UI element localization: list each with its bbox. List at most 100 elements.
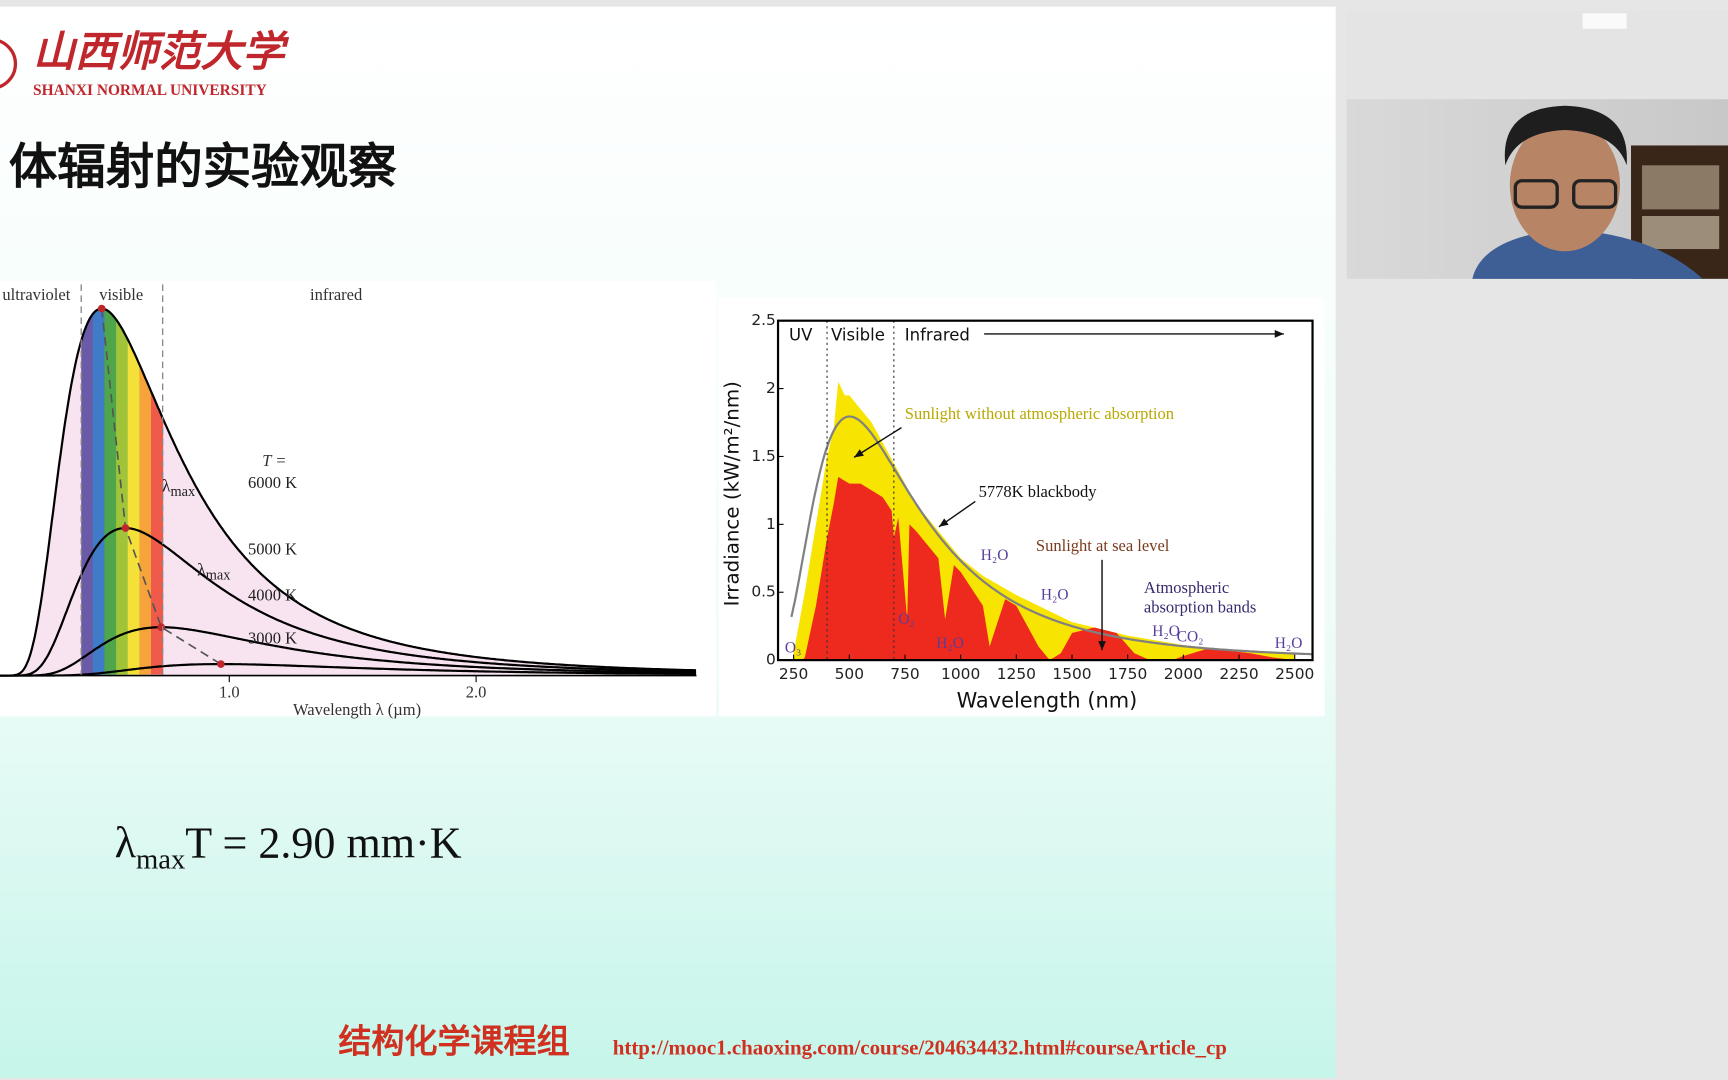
region-label: Infrared [905, 326, 970, 345]
logo-emblem [0, 39, 18, 89]
spectrum-band [127, 308, 140, 676]
y-tick-label: 2 [766, 379, 776, 397]
arrow-head [938, 518, 949, 527]
absorber-label: CO₂ [1177, 628, 1204, 645]
x-tick-label: 2250 [1219, 665, 1258, 683]
region-label: ultraviolet [2, 285, 70, 304]
peak-dot [121, 524, 130, 532]
peak-symbol: λ [197, 559, 206, 579]
y-tick-label: 0.5 [751, 583, 776, 601]
arrow [853, 426, 902, 458]
annotation: Sunlight without atmospheric absorption [905, 404, 1175, 423]
formula-subscript: max [136, 843, 185, 875]
curve-fill [0, 308, 697, 676]
arrow-head [1098, 641, 1106, 651]
curve [0, 626, 697, 677]
spectrum-band [116, 308, 129, 676]
footer-group: 结构化学课程组 [338, 1022, 569, 1060]
face [1509, 119, 1620, 252]
region-label: Visible [831, 326, 885, 345]
logo-english: SHANXI NORMAL UNIVERSITY [33, 82, 267, 99]
x-tick-label: 2500 [1275, 665, 1314, 683]
arrow-head [854, 449, 864, 458]
absorber-label: H₂O [1152, 623, 1180, 640]
x-tick-label: 1500 [1052, 665, 1091, 683]
x-tick-label: 2.0 [466, 683, 487, 702]
logo-name: 山西师范大学 [33, 29, 289, 76]
x-axis-label: Wavelength λ (µm) [293, 700, 421, 719]
region-label: visible [99, 285, 143, 304]
y-tick-label: 1.5 [751, 447, 776, 465]
plot-area [0, 304, 697, 677]
spectrum-band [139, 308, 152, 676]
left-chart: 1.0 2.0 Wavelength λ (µm) ultraviolet visibl… [0, 284, 697, 719]
absorber-label: H₂O [1041, 587, 1069, 604]
shirt [1472, 229, 1703, 279]
x-tick-label: 750 [890, 665, 919, 683]
x-axis-label: Wavelength (nm) [957, 689, 1138, 713]
legend-label: 4000 K [248, 586, 297, 605]
peak-dot [157, 623, 166, 632]
spectrum-area [802, 476, 1295, 661]
hair [1504, 105, 1627, 166]
y-tick-label: 2.5 [751, 311, 776, 329]
y-tick-label: 1 [766, 515, 776, 533]
books [1642, 216, 1720, 250]
legend-label: 6000 K [248, 473, 297, 492]
glasses [1513, 179, 1559, 209]
slide-title: 体辐射的实验观察 [9, 140, 397, 194]
curve [0, 526, 697, 677]
footer-url: http://mooc1.chaoxing.com/course/2046344… [613, 1036, 1227, 1060]
spectrum-band [92, 308, 106, 676]
formula-rest: T = 2.90 mm·K [185, 818, 461, 867]
curve [0, 662, 697, 677]
peak-symbol: λ [162, 476, 171, 496]
peak-subscript: max [171, 484, 196, 500]
annotation: Sunlight at sea level [1036, 536, 1170, 555]
wien-trace [100, 308, 222, 665]
legend-label: 3000 K [248, 629, 297, 648]
annotation: absorption bands [1144, 598, 1256, 617]
x-tick-label: 250 [779, 665, 808, 683]
formula-symbol: λ [115, 818, 137, 867]
x-tick-label: 1750 [1108, 665, 1147, 683]
legend-label: 5000 K [248, 539, 297, 558]
annotation: Atmospheric [1144, 578, 1229, 597]
curve [0, 307, 697, 677]
glasses [1572, 179, 1618, 209]
x-tick-label: 500 [835, 665, 864, 683]
ceiling [1346, 11, 1728, 100]
spectrum-bands [81, 308, 164, 676]
absorber-label: H₂O [981, 547, 1009, 564]
peak-subscript: max [206, 568, 231, 584]
books [1642, 165, 1720, 210]
absorber-label: O₂ [898, 611, 915, 628]
x-tick-label: 1000 [941, 665, 980, 683]
spectrum-band [81, 308, 94, 676]
formula: λmaxT = 2.90 mm·K [115, 818, 462, 875]
annotation: 5778K blackbody [979, 482, 1098, 501]
ceiling-light [1582, 13, 1627, 29]
peak-label: λmax [162, 476, 195, 500]
x-tick-label: 1250 [997, 665, 1036, 683]
webcam [1346, 11, 1728, 279]
region-label: UV [789, 326, 813, 345]
absorber-label: H₂O [936, 635, 964, 652]
x-tick-label: 1.0 [219, 683, 240, 702]
blackbody-curve [790, 415, 1313, 656]
peak-label: λmax [197, 559, 230, 583]
plot-area [790, 381, 1313, 661]
peak-dot [217, 660, 225, 668]
y-axis-label: Irradiance (kW/m²/nm) [720, 381, 743, 606]
absorber-label: O₃ [785, 639, 802, 656]
temperature-heading: T = [262, 451, 286, 470]
y-tick-label: 0 [766, 651, 776, 669]
arrow-head [1274, 330, 1284, 338]
spectrum-band [104, 308, 117, 676]
peak-dot [97, 304, 106, 313]
right-chart: 250 500 750 1000 1250 1500 1750 2000 2250 2500 0 0.… [720, 311, 1314, 712]
plot-frame [776, 319, 1314, 662]
absorber-label: H₂O [1275, 635, 1303, 652]
